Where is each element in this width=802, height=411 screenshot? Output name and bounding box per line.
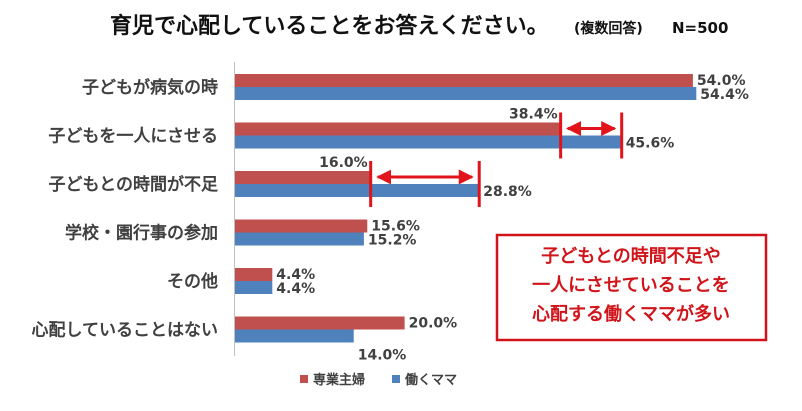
data-label: 38.4% xyxy=(509,107,558,123)
callout-border xyxy=(495,233,768,342)
bar-housewife xyxy=(235,122,561,136)
data-label: 4.4% xyxy=(276,281,315,297)
bar-housewife xyxy=(235,74,693,87)
bar-working-mom xyxy=(235,281,273,294)
data-label: 15.2% xyxy=(368,233,417,249)
bar-housewife xyxy=(235,316,405,330)
legend-swatch-working-mom xyxy=(392,375,400,383)
data-label: 54.4% xyxy=(700,87,749,103)
callout-line-1: 子どもとの時間不足や xyxy=(541,246,720,267)
value-labels: 54.0%54.4% 38.4% 45.6% 16.0% 28.8% 15.6%15.2%… xyxy=(276,73,749,364)
category-labels: 子どもが病気の時子どもを一人にさせる子どもとの時間が不足学校・園行事の参加その他… xyxy=(32,77,219,341)
callout-line-2: 一人にさせていることを xyxy=(532,275,730,296)
legend-swatch-housewife xyxy=(300,375,308,383)
data-label: 14.0% xyxy=(358,348,407,364)
category-label: 子どもとの時間が不足 xyxy=(49,174,219,195)
data-label: 20.0% xyxy=(409,316,458,332)
callout-box: 子どもとの時間不足や 一人にさせていることを 心配する働くママが多い xyxy=(495,233,768,342)
bar-housewife xyxy=(235,219,368,233)
category-label: 心配していることはない xyxy=(32,321,219,341)
data-label: 16.0% xyxy=(319,155,368,171)
data-label: 4.4% xyxy=(276,267,315,283)
chart-title-main: 育児で心配していることをお答えください。 xyxy=(110,13,549,39)
callout-line-3: 心配する働くママが多い xyxy=(532,303,730,325)
legend-label-housewife: 専業主婦 xyxy=(313,372,365,388)
legend: 専業主婦 働くママ xyxy=(300,372,457,388)
bar-housewife xyxy=(235,268,273,281)
category-label: 学校・園行事の参加 xyxy=(65,223,218,244)
data-label: 28.8% xyxy=(483,184,532,200)
bar-working-mom xyxy=(235,232,364,246)
bar-working-mom xyxy=(235,135,622,149)
data-label: 15.6% xyxy=(371,219,420,235)
bar-working-mom xyxy=(235,329,354,343)
bar-working-mom xyxy=(235,87,697,100)
bars xyxy=(235,74,697,343)
category-label: 子どもが病気の時 xyxy=(82,77,218,98)
category-label: 子どもを一人にさせる xyxy=(48,127,218,147)
chart-title: 育児で心配していることをお答えください。 (複数回答) N=500 xyxy=(110,13,728,39)
gap-annotations xyxy=(369,112,624,207)
chart-subtitle: (複数回答) xyxy=(574,20,643,37)
bar-housewife xyxy=(235,171,371,184)
bar-working-mom xyxy=(235,184,480,197)
legend-label-working-mom: 働くママ xyxy=(404,372,457,388)
sample-size: N=500 xyxy=(672,19,728,37)
data-label: 54.0% xyxy=(697,73,746,89)
data-label: 45.6% xyxy=(626,136,675,152)
category-label: その他 xyxy=(167,271,218,292)
